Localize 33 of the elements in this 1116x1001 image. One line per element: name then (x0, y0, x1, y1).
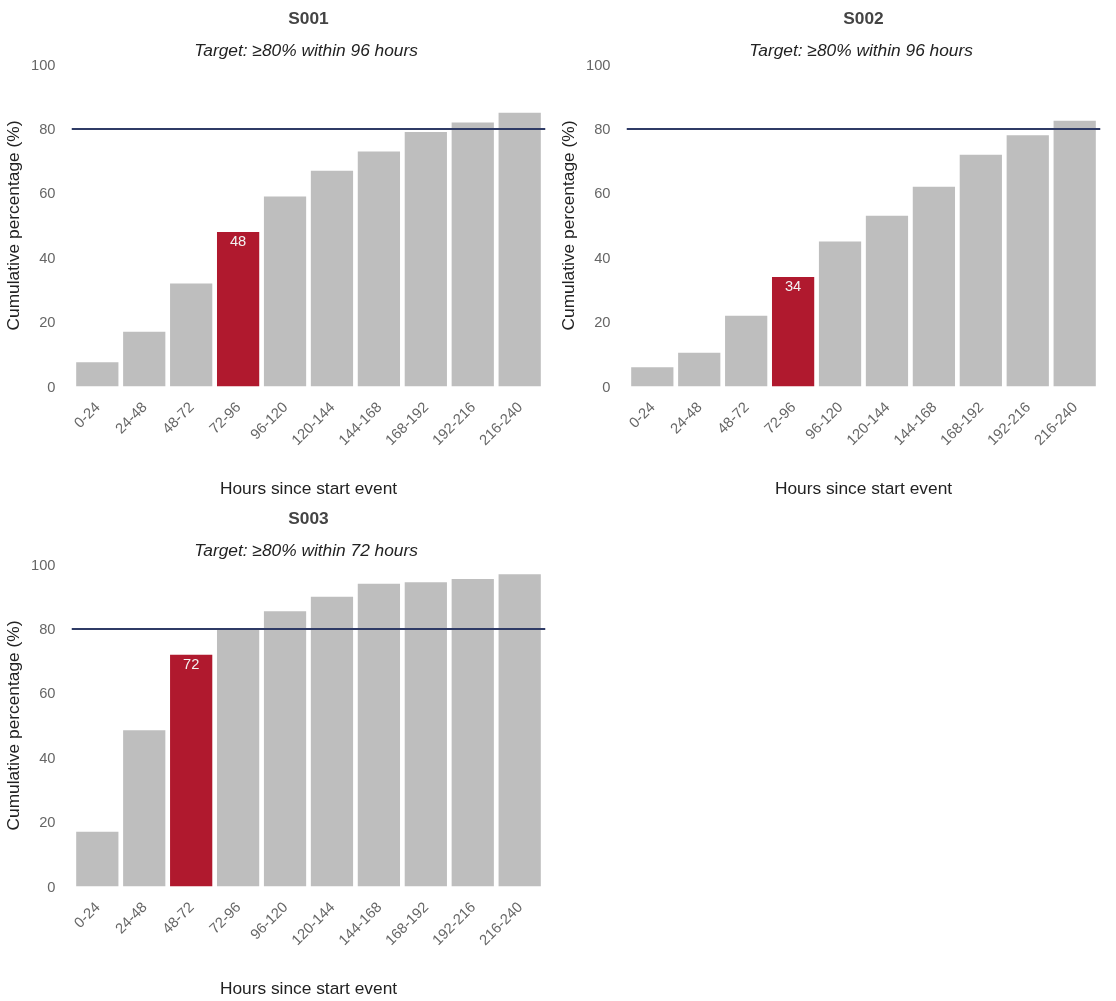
y-tick-label: 100 (31, 556, 56, 573)
y-tick-label: 60 (39, 685, 56, 702)
y-tick-label: 40 (39, 249, 56, 266)
y-tick-label: 0 (47, 878, 56, 895)
y-tick-label: 40 (594, 249, 611, 266)
y-tick-label: 20 (39, 314, 56, 331)
y-tick-label: 60 (39, 185, 56, 202)
chart-subtitle: Target: ≥80% within 96 hours (194, 39, 419, 60)
y-tick-label: 80 (39, 120, 56, 137)
y-axis-title: Cumulative percentage (%) (558, 120, 579, 331)
y-axis-title: Cumulative percentage (%) (3, 620, 24, 831)
y-tick-label: 20 (594, 314, 611, 331)
chart-subtitle: Target: ≥80% within 72 hours (194, 539, 419, 560)
chart-title: S003 (288, 507, 330, 528)
y-tick-label: 100 (586, 56, 611, 73)
chart-subtitle: Target: ≥80% within 96 hours (749, 39, 974, 60)
x-axis-title: Hours since start event (219, 977, 398, 998)
y-tick-label: 0 (47, 378, 56, 395)
y-tick-label: 80 (39, 620, 56, 637)
y-tick-label: 100 (31, 56, 56, 73)
y-tick-label: 0 (602, 378, 611, 395)
data-label: 48 (229, 232, 247, 249)
x-axis-title: Hours since start event (774, 477, 953, 498)
y-axis-title: Cumulative percentage (%) (3, 120, 24, 331)
data-label: 72 (183, 655, 200, 672)
data-label: 34 (784, 278, 802, 295)
y-tick-label: 80 (594, 120, 611, 137)
chart-title: S001 (288, 7, 330, 28)
x-axis-title: Hours since start event (219, 477, 398, 498)
chart-title: S002 (843, 7, 884, 28)
y-tick-label: 40 (39, 749, 56, 766)
y-tick-label: 20 (39, 814, 56, 831)
y-tick-label: 60 (594, 185, 611, 202)
